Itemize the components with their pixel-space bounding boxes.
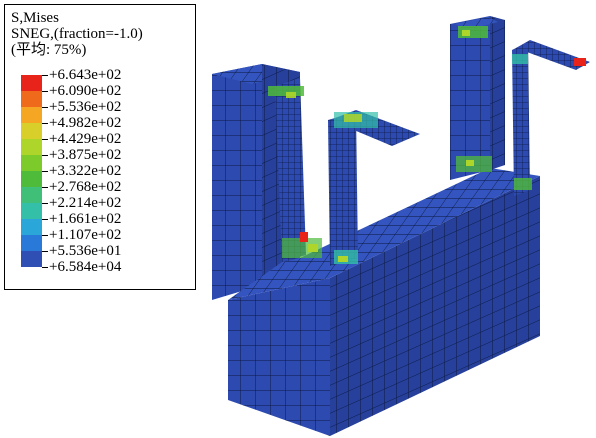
legend-tick	[42, 219, 48, 220]
stress-legend: S,Mises SNEG,(fraction=-1.0) (平均: 75%) +…	[4, 4, 196, 290]
legend-value-6: +3.875e+02	[49, 147, 122, 163]
hotspot	[268, 86, 304, 96]
legend-value-11: +1.107e+02	[49, 227, 122, 243]
legend-tick	[42, 251, 48, 252]
legend-value-5: +4.429e+02	[49, 131, 122, 147]
body-front-face	[228, 278, 330, 436]
legend-value-9: +2.214e+02	[49, 195, 122, 211]
legend-tick	[42, 171, 48, 172]
legend-swatch-12	[21, 251, 42, 267]
hotspot	[308, 244, 318, 252]
legend-swatch-1	[21, 75, 42, 91]
legend-swatch-7	[21, 171, 42, 187]
legend-tick	[42, 123, 48, 124]
left-slot-wall	[275, 78, 306, 262]
legend-tick	[42, 91, 48, 92]
legend-title: S,Mises	[11, 10, 59, 26]
hotspot	[514, 178, 532, 190]
legend-subtitle: SNEG,(fraction=-1.0)	[11, 26, 143, 42]
right-block-side-face	[490, 16, 505, 170]
hotspot	[338, 256, 348, 262]
hotspot	[344, 114, 362, 122]
left-block-front-face	[212, 64, 262, 300]
hotspot	[286, 92, 296, 98]
legend-tick	[42, 267, 48, 268]
legend-swatch-6	[21, 155, 42, 171]
legend-averaging: (平均: 75%)	[11, 42, 87, 58]
legend-tick	[42, 203, 48, 204]
right-block-front-face	[450, 16, 490, 180]
legend-swatch-10	[21, 219, 42, 235]
hotspot	[462, 30, 470, 36]
legend-swatch-3	[21, 107, 42, 123]
legend-value-12: +5.536e+01	[49, 243, 122, 259]
hotspot	[512, 54, 528, 64]
legend-swatch-9	[21, 203, 42, 219]
right-flange	[516, 40, 590, 70]
legend-swatch-5	[21, 139, 42, 155]
legend-value-4: +4.982e+02	[49, 115, 122, 131]
hotspot	[574, 58, 586, 66]
legend-tick	[42, 75, 48, 76]
body-top-face	[228, 168, 540, 300]
legend-value-10: +1.661e+02	[49, 211, 122, 227]
legend-tick	[42, 187, 48, 188]
right-plate	[512, 42, 530, 196]
legend-swatch-8	[21, 187, 42, 203]
body-side-face	[330, 176, 540, 436]
hotspot	[466, 160, 474, 166]
legend-swatch-2	[21, 91, 42, 107]
legend-value-1: +6.643e+02	[49, 67, 122, 83]
legend-value-2: +6.090e+02	[49, 83, 122, 99]
legend-tick	[42, 155, 48, 156]
legend-tick	[42, 139, 48, 140]
legend-swatch-4	[21, 123, 42, 139]
legend-value-13: +6.584e+04	[49, 259, 122, 275]
legend-value-3: +5.536e+02	[49, 99, 122, 115]
legend-swatch-11	[21, 235, 42, 251]
middle-plate	[328, 112, 358, 266]
legend-value-8: +2.768e+02	[49, 179, 122, 195]
legend-value-7: +3.322e+02	[49, 163, 122, 179]
hotspot	[300, 232, 308, 242]
stress-hotspots	[268, 26, 586, 264]
legend-tick	[42, 235, 48, 236]
legend-tick	[42, 107, 48, 108]
hotspot	[282, 238, 322, 258]
